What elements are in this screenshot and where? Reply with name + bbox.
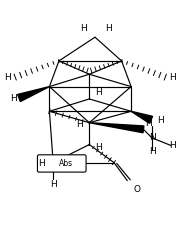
Text: H: H — [10, 94, 17, 103]
Text: N: N — [150, 133, 156, 143]
Text: H: H — [50, 180, 57, 189]
Text: H: H — [80, 24, 87, 33]
Text: H: H — [149, 147, 155, 156]
Text: H: H — [105, 24, 112, 33]
Text: H: H — [169, 73, 176, 82]
Text: H: H — [4, 73, 11, 82]
Polygon shape — [18, 87, 49, 102]
FancyBboxPatch shape — [37, 155, 86, 172]
Text: Abs: Abs — [59, 159, 73, 168]
Text: H: H — [76, 120, 83, 129]
Text: H: H — [38, 159, 45, 168]
Polygon shape — [89, 123, 144, 133]
Text: H: H — [145, 119, 152, 128]
Polygon shape — [131, 111, 153, 123]
Text: H: H — [169, 141, 176, 150]
Text: H: H — [95, 88, 102, 97]
Text: H: H — [157, 116, 164, 125]
Text: H: H — [95, 143, 102, 152]
Text: O: O — [133, 185, 140, 194]
